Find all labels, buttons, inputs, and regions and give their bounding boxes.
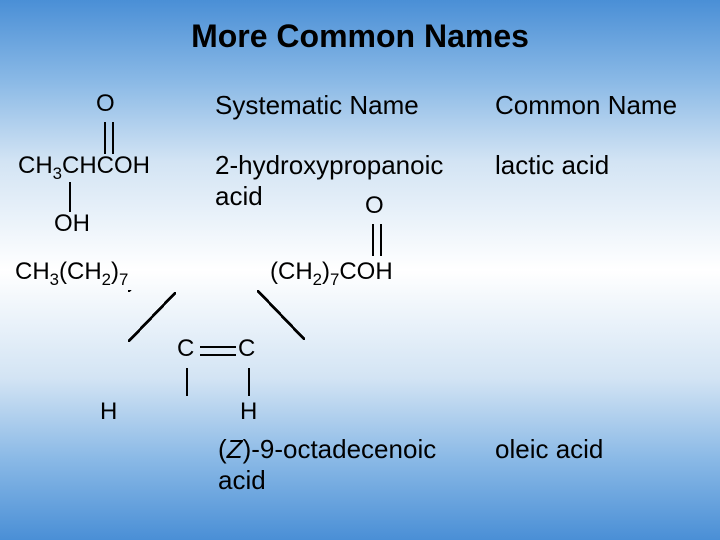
double-bond-2 [370,224,384,256]
common-name-2: oleic acid [495,434,603,465]
l-close: ) [111,258,119,285]
bond-diag-left [128,290,176,340]
sys2-z: Z [227,434,243,464]
bond-diag-right [257,290,305,340]
l-7: 7 [119,270,128,289]
hydrogen-left: H [100,398,117,426]
systematic-name-2: (Z)-9-octadecenoic acid [218,434,436,496]
carbon-left: C [177,335,194,363]
oh-bond [69,182,71,212]
sys2-l2: acid [218,465,266,495]
r-pch: (CH [270,258,313,285]
r-close: ) [322,258,330,285]
sys2-paren: ( [218,434,227,464]
f-rest: CHCOH [62,152,150,179]
slide-title: More Common Names [0,18,720,55]
r-2: 2 [313,270,322,289]
l-3: 3 [50,270,59,289]
sys1-l1: 2-hydroxypropanoic [215,150,443,180]
formula-right-chain: (CH2)7COH [270,258,393,286]
double-bond [102,122,116,154]
formula-left-chain: CH3(CH2)7 [15,258,128,286]
common-name-1: lactic acid [495,150,609,181]
sys2-rest: )-9-octadecenoic [243,434,437,464]
l-pch: (CH [59,258,102,285]
h-bond-right [248,368,250,396]
hydroxyl: OH [54,210,90,238]
carbon-right: C [238,335,255,363]
header-common: Common Name [495,90,677,121]
r-coh: COH [339,258,392,285]
formula-main: CH3CHCOH [18,152,150,180]
l-2: 2 [102,270,111,289]
f-3: 3 [53,164,62,183]
sys1-l2: acid [215,181,263,211]
carbonyl-o: O [96,90,115,118]
h-bond-left [186,368,188,396]
f-ch: CH [18,152,53,179]
c-c-double-bond [200,344,236,358]
carbonyl-o-2: O [365,192,384,220]
r-7: 7 [330,270,339,289]
header-systematic: Systematic Name [215,90,419,121]
hydrogen-right: H [240,398,257,426]
systematic-name-1: 2-hydroxypropanoic acid [215,150,443,212]
l-ch: CH [15,258,50,285]
